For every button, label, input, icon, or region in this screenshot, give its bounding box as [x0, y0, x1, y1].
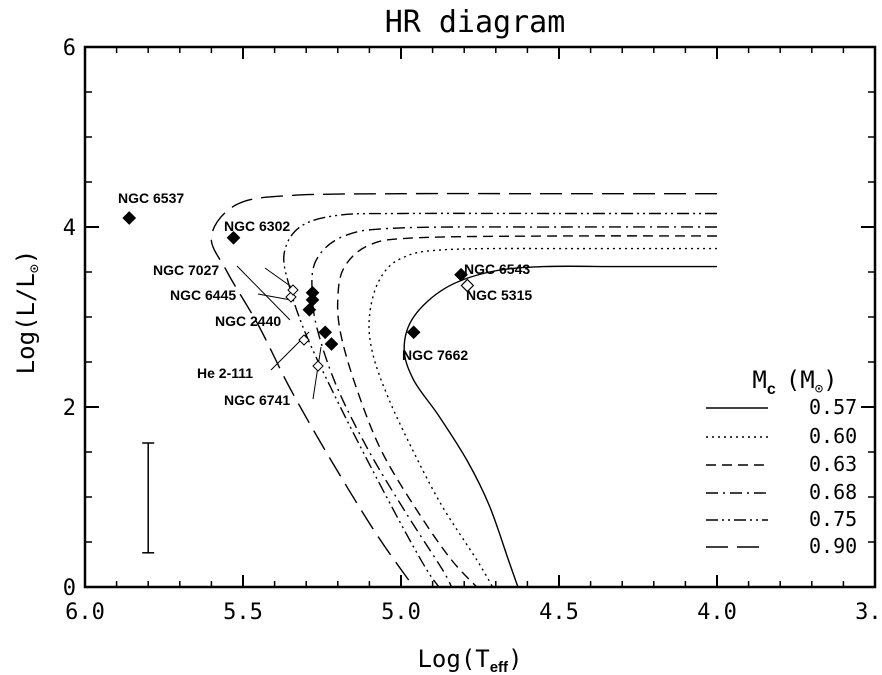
y-tick-labels: 0 2 4 6	[63, 36, 76, 601]
star-marker	[302, 302, 317, 317]
star-marker	[406, 325, 421, 340]
legend-label: 0.90	[809, 534, 857, 558]
x-tick-label: 5.5	[223, 600, 263, 625]
label-connectors	[236, 265, 324, 400]
x-axis-label-sub: eff	[490, 659, 509, 675]
x-tick-label: 5.0	[381, 600, 421, 625]
star-label: NGC 7027	[153, 262, 219, 278]
error-bar	[142, 442, 155, 554]
star-label: NGC 2440	[215, 313, 281, 329]
legend-label: 0.60	[809, 424, 857, 448]
legend-title-unit-close: )	[823, 366, 837, 394]
star-marker	[305, 293, 320, 307]
star-markers: NGC 6537 NGC 6302 NGC 7027 NGC 6445 NGC 2440…	[118, 190, 532, 408]
legend-label: 0.75	[809, 507, 857, 531]
star-marker	[122, 211, 137, 225]
track-lines	[210, 192, 718, 588]
star-marker	[226, 230, 241, 245]
connector-line	[257, 293, 292, 301]
star-label: NGC 7662	[402, 347, 468, 363]
y-tick-label: 4	[63, 216, 76, 241]
track-position-marker	[298, 334, 310, 346]
x-axis-label-close: )	[508, 645, 522, 673]
track-line-0-68	[311, 226, 718, 588]
star-marker	[324, 337, 339, 351]
star-label: NGC 6543	[464, 261, 530, 277]
legend-entries: 0.57 0.60 0.63 0.68 0.75 0.90	[706, 395, 857, 558]
legend-title-sub: c	[767, 381, 776, 398]
legend-title-unit-sun: ⊙	[815, 381, 824, 397]
star-marker	[460, 278, 475, 293]
legend: Mc (M⊙) 0.57 0.60 0.63 0.68 0.75 0.90	[706, 366, 857, 558]
star-label: NGC 6445	[170, 287, 236, 303]
x-axis-label-main: Log(T	[417, 645, 489, 673]
y-axis-label-main: Log(L/L	[12, 273, 40, 374]
legend-title-main: M	[752, 366, 766, 394]
y-tick-label: 0	[63, 576, 76, 601]
connector-line	[236, 265, 291, 321]
track-position-marker	[312, 360, 324, 372]
star-marker	[454, 267, 468, 282]
legend-label: 0.63	[809, 452, 857, 476]
plot-frame	[83, 45, 877, 589]
x-axis-label: Log(Teff)	[417, 645, 522, 675]
x-tick-label: 3.5	[855, 600, 882, 625]
x-tick-labels: 6.0 5.5 5.0 4.5 4.0 3.5	[65, 600, 882, 625]
x-tick-label: 4.5	[539, 600, 579, 625]
connector-line	[264, 267, 294, 289]
track-line-0-60	[368, 247, 718, 588]
y-axis-label: Log(L/L⊙)	[12, 250, 43, 375]
star-marker	[318, 325, 333, 340]
legend-label: 0.68	[809, 480, 857, 504]
y-tick-label: 2	[63, 396, 76, 421]
track-line-0-63	[336, 235, 718, 588]
legend-title: Mc (M⊙)	[752, 366, 837, 398]
track-line-0-75	[283, 212, 717, 588]
star-label: He 2-111	[197, 365, 253, 381]
star-label: NGC 6741	[224, 392, 290, 408]
track-position-marker	[287, 284, 299, 296]
x-tick-label: 4.0	[697, 600, 737, 625]
track-line-0-90	[210, 192, 717, 588]
star-label: NGC 6537	[118, 190, 184, 206]
star-label: NGC 6302	[224, 218, 290, 234]
connector-line	[312, 346, 322, 400]
chart-title: HR diagram	[385, 5, 566, 40]
star-label: NGC 5315	[466, 287, 532, 303]
track-line-0-57	[403, 265, 718, 588]
y-axis-label-close: )	[12, 250, 40, 264]
axis-ticks	[84, 46, 876, 588]
y-axis-label-sun: ⊙	[25, 264, 43, 273]
y-tick-label: 6	[63, 36, 76, 61]
legend-label: 0.57	[809, 395, 857, 419]
x-tick-label: 6.0	[65, 600, 105, 625]
legend-title-unit: (M	[786, 366, 815, 394]
